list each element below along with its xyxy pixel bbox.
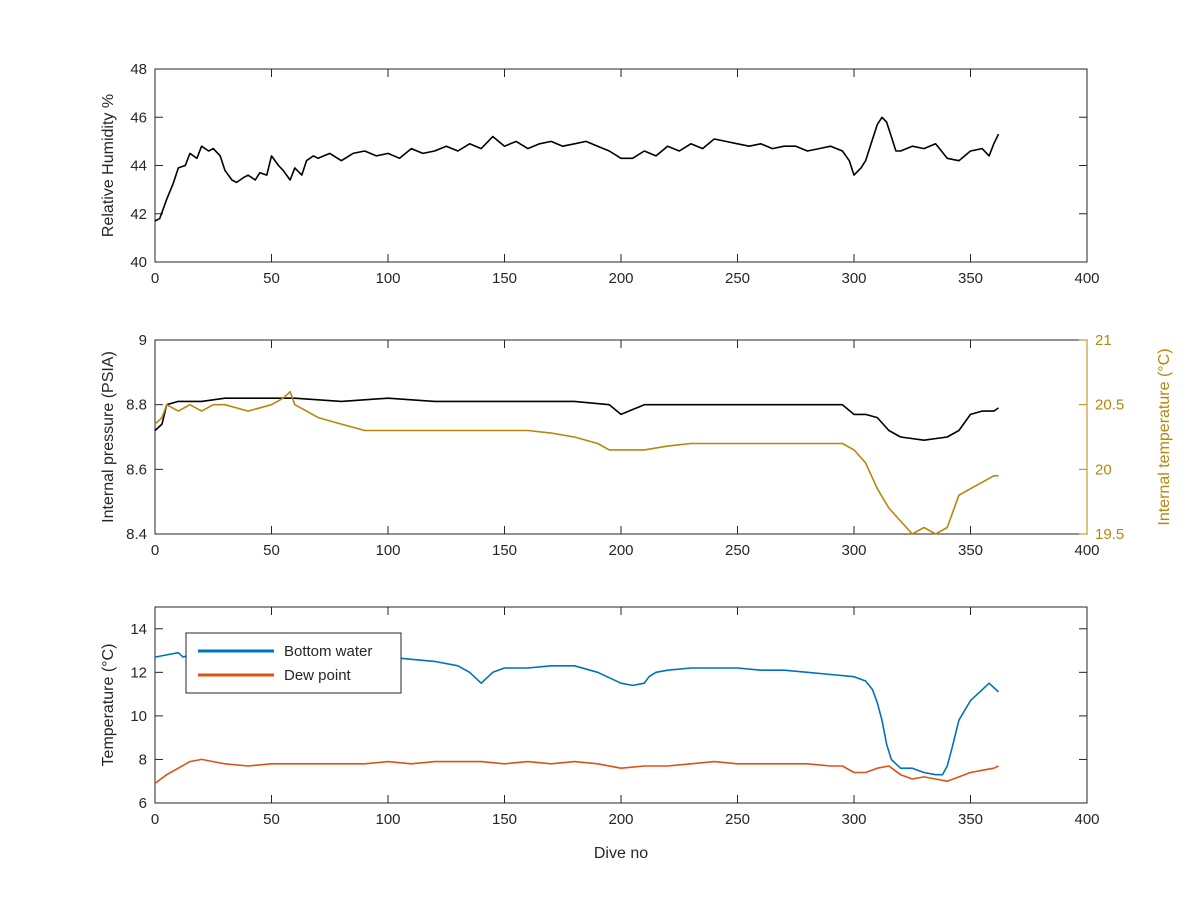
y-tick-label: 44 (130, 158, 147, 175)
x-tick-label: 150 (492, 811, 517, 828)
y-tick-label: 6 (139, 795, 147, 812)
plot-area-1 (154, 68, 1088, 263)
series-line-2-2 (154, 390, 999, 535)
x-tick-label: 350 (958, 811, 983, 828)
legend-label: Dew point (284, 667, 352, 684)
x-tick-label: 200 (608, 270, 633, 287)
y-axis-label-right: Internal temperature (°C) (1156, 348, 1173, 525)
x-tick-label: 400 (1074, 811, 1099, 828)
x-tick-label: 350 (958, 270, 983, 287)
series-line-dew-point (154, 758, 999, 785)
x-tick-label: 0 (151, 270, 159, 287)
x-tick-label: 0 (151, 542, 159, 559)
x-tick-label: 300 (841, 270, 866, 287)
x-tick-label: 50 (263, 811, 280, 828)
x-tick-label: 350 (958, 542, 983, 559)
x-tick-label: 400 (1074, 270, 1099, 287)
y-axis-label: Relative Humidity % (100, 94, 117, 237)
y-axis-label: Temperature (°C) (100, 644, 117, 767)
x-tick-label: 150 (492, 542, 517, 559)
x-tick-label: 200 (608, 811, 633, 828)
x-tick-label: 250 (725, 542, 750, 559)
y-tick-label: 40 (130, 254, 147, 271)
x-tick-label: 200 (608, 542, 633, 559)
x-tick-label: 100 (375, 811, 400, 828)
y-tick-label: 8 (139, 751, 147, 768)
x-tick-label: 50 (263, 270, 280, 287)
y-tick-label: 46 (130, 109, 147, 126)
y-tick-label: 48 (130, 61, 147, 78)
plot-area-2 (154, 339, 1088, 535)
y-tick-label-right: 21 (1095, 332, 1112, 349)
legend-label: Bottom water (284, 643, 372, 660)
y-tick-label-right: 20 (1095, 461, 1112, 478)
y-tick-label-right: 20.5 (1095, 397, 1124, 414)
y-tick-label: 42 (130, 206, 147, 223)
y-tick-label: 8.6 (126, 461, 147, 478)
x-tick-label: 150 (492, 270, 517, 287)
series-line-1-1 (154, 116, 1000, 222)
x-tick-label: 100 (375, 542, 400, 559)
y-tick-label: 8.8 (126, 397, 147, 414)
x-tick-label: 250 (725, 270, 750, 287)
x-axis-label: Dive no (594, 845, 648, 862)
y-tick-label-right: 19.5 (1095, 526, 1124, 543)
x-tick-label: 250 (725, 811, 750, 828)
y-tick-label: 12 (130, 664, 147, 681)
x-tick-label: 0 (151, 811, 159, 828)
x-tick-label: 400 (1074, 542, 1099, 559)
series-line-2-1 (154, 397, 999, 442)
y-tick-label: 10 (130, 708, 147, 725)
y-tick-label: 9 (139, 332, 147, 349)
y-tick-label: 14 (130, 621, 147, 638)
legend (185, 632, 402, 694)
x-tick-label: 100 (375, 270, 400, 287)
y-axis-label: Internal pressure (PSIA) (100, 351, 117, 523)
x-tick-label: 50 (263, 542, 280, 559)
x-tick-label: 300 (841, 542, 866, 559)
x-tick-label: 300 (841, 811, 866, 828)
y-tick-label: 8.4 (126, 526, 147, 543)
